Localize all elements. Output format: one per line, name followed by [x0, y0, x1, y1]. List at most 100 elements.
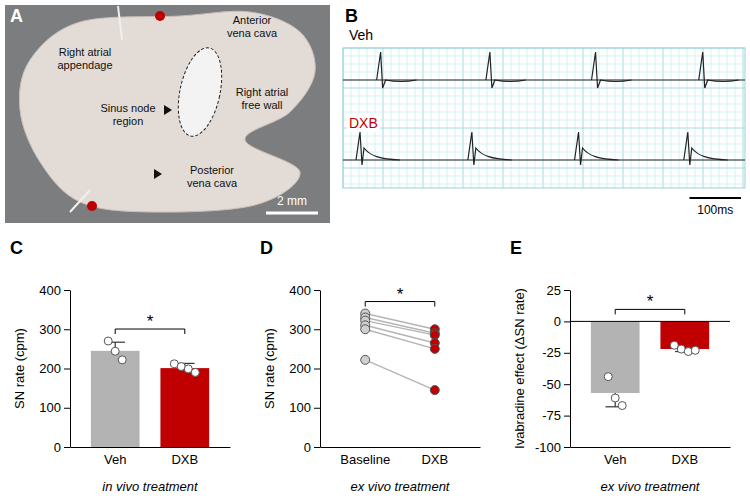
grid-line: [687, 48, 688, 188]
data-point: [104, 337, 112, 345]
grid-line: [623, 48, 624, 188]
grid-line: [343, 184, 745, 185]
photo-background: [5, 5, 330, 223]
beat: [377, 52, 417, 88]
y-tick-mark: [314, 408, 320, 409]
grid-line: [727, 48, 728, 188]
x-tick-label: Baseline: [340, 452, 390, 467]
y-tick: 0: [304, 440, 320, 455]
pair-line: [365, 314, 435, 330]
x-tick: DXB: [171, 452, 198, 467]
x-axis: VehDXB: [71, 448, 231, 468]
beat: [699, 52, 739, 88]
free-wall-region: [171, 44, 229, 140]
grid-line: [343, 56, 745, 57]
x-tick: Veh: [604, 452, 626, 467]
data-point: [361, 355, 370, 364]
x-axis: VehDXB: [571, 448, 731, 468]
grid-line: [343, 136, 745, 137]
y-tick-label: 0: [304, 440, 311, 455]
bar: [591, 321, 640, 393]
series-label: Veh: [349, 27, 373, 43]
y-tick: -75: [542, 408, 570, 423]
grid-line: [639, 48, 640, 188]
grid-line: [343, 104, 745, 105]
y-tick-mark: [564, 416, 570, 417]
pin: [155, 11, 165, 21]
grid-line: [503, 48, 504, 188]
grid-line: [663, 48, 664, 188]
pair-line: [365, 329, 435, 349]
zero-line: [570, 321, 730, 322]
data-point: [691, 346, 699, 354]
annotation: Right atrialappendage: [57, 46, 112, 71]
figure: Right atrialappendageSinus noderegionAnt…: [0, 0, 750, 501]
bar-panel: 0100200300400VehDXBin vivo treatmentSN r…: [12, 283, 231, 494]
x-axis-line: [71, 447, 231, 448]
grid-line: [343, 72, 745, 73]
x-axis: Baseline DXB: [321, 448, 481, 468]
grid-line: [471, 48, 472, 188]
grid-line: [479, 48, 480, 188]
bar: [160, 368, 209, 447]
grid-line: [343, 80, 745, 81]
y-axis: -100-75-50-25025: [535, 283, 571, 455]
y-axis-title: Ivabradine effect (ΔSN rate): [512, 288, 527, 449]
grid-line: [559, 48, 560, 188]
grid-line: [607, 48, 608, 188]
y-axis: 0100200300400: [39, 283, 70, 455]
pin-rod: [70, 190, 90, 212]
y-tick-label: 0: [54, 440, 61, 455]
data-point: [618, 402, 626, 410]
grid-line: [343, 160, 745, 161]
grid-line: [735, 48, 736, 188]
beat: [592, 52, 632, 88]
y-tick: -100: [535, 440, 570, 455]
paper: [343, 48, 745, 188]
data-point: [118, 356, 126, 364]
y-tick-mark: [564, 384, 570, 385]
grid-line: [399, 48, 400, 188]
grid-line: [599, 48, 600, 188]
y-tick-label: -50: [542, 377, 561, 392]
x-axis-title: ex vivo treatment: [601, 479, 701, 494]
grid-line: [567, 48, 568, 188]
significance-label: *: [147, 312, 154, 331]
panel-label: D: [260, 238, 273, 258]
x-tick: DXB: [421, 452, 448, 467]
y-tick-mark: [314, 447, 320, 448]
x-tick-label: DXB: [171, 452, 198, 467]
y-tick-mark: [64, 447, 70, 448]
y-tick: -50: [542, 377, 570, 392]
beat: [356, 132, 400, 165]
bar: [660, 321, 709, 349]
data-point: [191, 368, 199, 376]
y-tick: 200: [289, 361, 320, 376]
data-point: [430, 344, 439, 353]
pair-line: [365, 325, 435, 343]
data-point: [604, 373, 612, 381]
beat: [468, 132, 512, 165]
y-tick: 0: [54, 440, 70, 455]
y-tick-mark: [314, 369, 320, 370]
y-tick-label: 400: [289, 283, 311, 298]
grid: [343, 48, 745, 188]
grid-line: [495, 48, 496, 188]
beat: [575, 132, 619, 165]
grid-line: [551, 48, 552, 188]
annotation: Sinus noderegion: [100, 102, 155, 127]
grid-line: [447, 48, 448, 188]
panel-label: B: [345, 6, 358, 26]
y-tick: 400: [289, 283, 320, 298]
grid-line: [343, 120, 745, 121]
y-tick-mark: [564, 321, 570, 322]
annotation: Posteriorvena cava: [187, 164, 238, 189]
grid-line: [743, 48, 744, 188]
panel-label: E: [510, 238, 522, 258]
y-tick-label: -100: [535, 440, 561, 455]
data-point: [430, 386, 439, 395]
grid-line: [695, 48, 696, 188]
grid-line: [415, 48, 416, 188]
pair-line: [365, 317, 435, 333]
pin: [87, 201, 97, 211]
